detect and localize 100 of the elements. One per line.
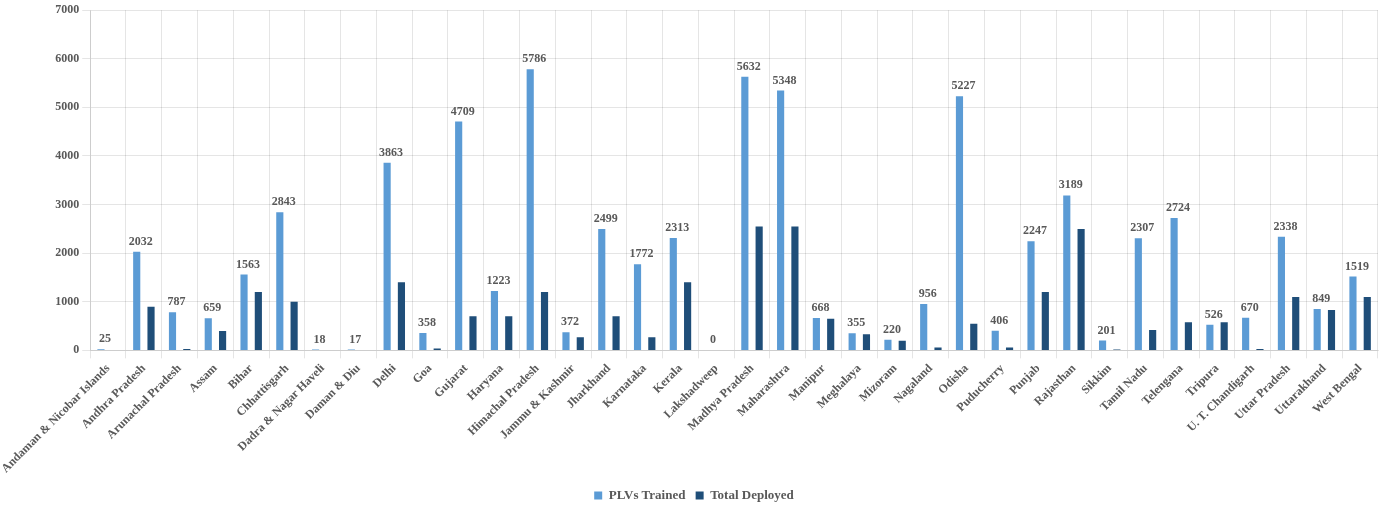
data-label: 355	[847, 315, 866, 330]
y-tick-label: 6000	[55, 50, 80, 65]
bar	[612, 316, 620, 350]
data-label: 787	[167, 294, 186, 309]
data-label: 406	[990, 312, 1009, 327]
bar	[455, 121, 463, 350]
bar	[1349, 276, 1357, 350]
data-label: 849	[1312, 291, 1331, 306]
bar	[240, 274, 248, 350]
data-label: 2724	[1166, 200, 1191, 215]
legend-label: PLVs Trained	[608, 486, 687, 502]
bar	[290, 301, 298, 350]
y-tick-label: 7000	[55, 2, 80, 17]
bar	[1292, 296, 1300, 350]
data-label: 2032	[128, 233, 153, 248]
bar	[884, 339, 892, 350]
bar	[133, 251, 141, 350]
y-tick-label: 3000	[55, 196, 80, 211]
bar	[934, 347, 942, 350]
bar	[526, 69, 534, 350]
data-label: 5227	[951, 78, 976, 93]
data-label: 1223	[486, 273, 511, 288]
bar	[1170, 218, 1178, 350]
data-label: 17	[349, 331, 362, 346]
bar	[469, 316, 477, 350]
bar	[505, 316, 513, 350]
bar	[1184, 322, 1192, 350]
bar	[955, 96, 964, 350]
data-label: 4709	[450, 103, 475, 118]
bar	[684, 282, 692, 350]
data-label: 2247	[1023, 223, 1048, 238]
bar	[827, 318, 835, 350]
bar	[777, 90, 785, 350]
data-label: 2307	[1130, 220, 1155, 235]
bar	[741, 76, 749, 350]
data-label: 3863	[379, 144, 404, 159]
bar	[1220, 322, 1228, 350]
bar	[1313, 309, 1321, 350]
bar	[1063, 195, 1071, 350]
bar	[848, 333, 856, 350]
bar	[791, 226, 799, 350]
data-label: 1519	[1344, 258, 1369, 273]
bar	[812, 317, 820, 350]
y-tick-label: 4000	[55, 148, 80, 163]
bar	[1077, 228, 1085, 350]
x-tick-label: Goa	[409, 360, 435, 386]
bar	[1041, 292, 1049, 350]
bar	[562, 332, 570, 350]
data-label: 668	[811, 300, 830, 315]
data-label: 2338	[1273, 218, 1298, 233]
bar	[633, 264, 642, 350]
data-label: 25	[98, 331, 111, 346]
data-label: 2499	[593, 211, 618, 226]
data-label: 2843	[271, 194, 296, 209]
bar	[1149, 329, 1157, 350]
y-tick-label: 0	[73, 342, 80, 357]
y-tick-label: 5000	[55, 99, 80, 114]
data-label: 956	[918, 286, 937, 301]
bar	[970, 323, 978, 350]
data-label: 526	[1204, 306, 1223, 321]
data-label: 18	[313, 331, 326, 346]
bar	[147, 306, 155, 350]
bar	[219, 330, 227, 350]
bar	[397, 282, 406, 350]
data-label: 5632	[736, 58, 761, 73]
bar	[576, 337, 584, 350]
bar	[1277, 236, 1285, 350]
data-label: 201	[1097, 322, 1116, 337]
data-label: 1772	[629, 246, 654, 261]
data-label: 220	[882, 321, 901, 336]
data-label: 5786	[522, 51, 547, 66]
bar	[1027, 241, 1035, 350]
legend-label: Total Deployed	[710, 486, 795, 502]
bar	[1242, 317, 1250, 350]
bar	[204, 318, 212, 350]
bar	[598, 228, 606, 350]
bar	[383, 162, 391, 350]
bar	[1327, 310, 1336, 350]
bar	[540, 292, 549, 350]
bar	[1363, 296, 1371, 350]
bar	[898, 340, 906, 350]
data-label: 1563	[236, 256, 261, 271]
bar	[1005, 347, 1014, 350]
bar	[669, 237, 677, 350]
bar	[755, 226, 763, 350]
y-tick-label: 1000	[55, 293, 80, 308]
data-label: 3189	[1058, 177, 1083, 192]
bar	[1206, 324, 1214, 350]
bar	[276, 212, 284, 350]
bar	[168, 312, 177, 350]
bar	[1098, 340, 1107, 350]
bar	[920, 303, 928, 350]
bar	[254, 292, 262, 350]
bar	[991, 330, 999, 350]
data-label: 659	[203, 300, 222, 315]
bar	[490, 290, 499, 350]
y-tick-label: 2000	[55, 245, 80, 260]
bar	[419, 332, 427, 350]
bar	[1134, 238, 1142, 350]
data-label: 2313	[665, 220, 690, 235]
